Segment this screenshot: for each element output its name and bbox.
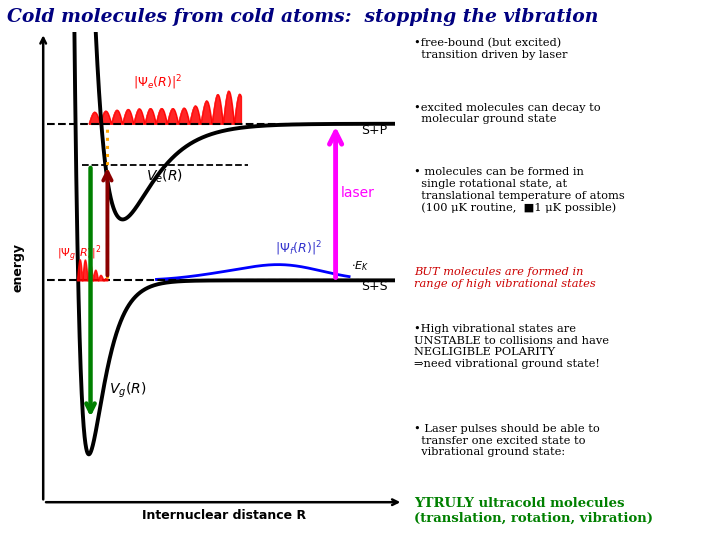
Text: •free-bound (but excited)
  transition driven by laser: •free-bound (but excited) transition dri… [414, 38, 567, 60]
Text: energy: energy [12, 243, 24, 292]
Text: BUT molecules are formed in
range of high vibrational states: BUT molecules are formed in range of hig… [414, 267, 595, 289]
Text: S+S: S+S [361, 280, 387, 293]
Text: $V_g(R)$: $V_g(R)$ [109, 381, 146, 400]
Text: •High vibrational states are
UNSTABLE to collisions and have
NEGLIGIBLE POLARITY: •High vibrational states are UNSTABLE to… [414, 324, 609, 369]
Text: • molecules can be formed in
  single rotational state, at
  translational tempe: • molecules can be formed in single rota… [414, 167, 625, 213]
Text: $V_e(R)$: $V_e(R)$ [146, 167, 184, 185]
Text: •excited molecules can decay to
  molecular ground state: •excited molecules can decay to molecula… [414, 103, 600, 124]
Text: laser: laser [341, 186, 374, 200]
Text: • Laser pulses should be able to
  transfer one excited state to
  vibrational g: • Laser pulses should be able to transfe… [414, 424, 600, 457]
Text: Cold molecules from cold atoms:  stopping the vibration: Cold molecules from cold atoms: stopping… [7, 8, 598, 26]
Text: $\cdot E_K$: $\cdot E_K$ [351, 259, 369, 273]
Text: $|\Psi_f(R)|^2$: $|\Psi_f(R)|^2$ [275, 239, 322, 258]
Text: S+P: S+P [361, 124, 387, 137]
Text: $|\Psi_e(R)|^2$: $|\Psi_e(R)|^2$ [132, 74, 182, 92]
Text: $|\Psi_g(R)|^2$: $|\Psi_g(R)|^2$ [57, 243, 101, 264]
Text: Internuclear distance R: Internuclear distance R [142, 509, 306, 522]
Text: ΥTRULY ultracold molecules
(translation, rotation, vibration): ΥTRULY ultracold molecules (translation,… [414, 497, 653, 525]
